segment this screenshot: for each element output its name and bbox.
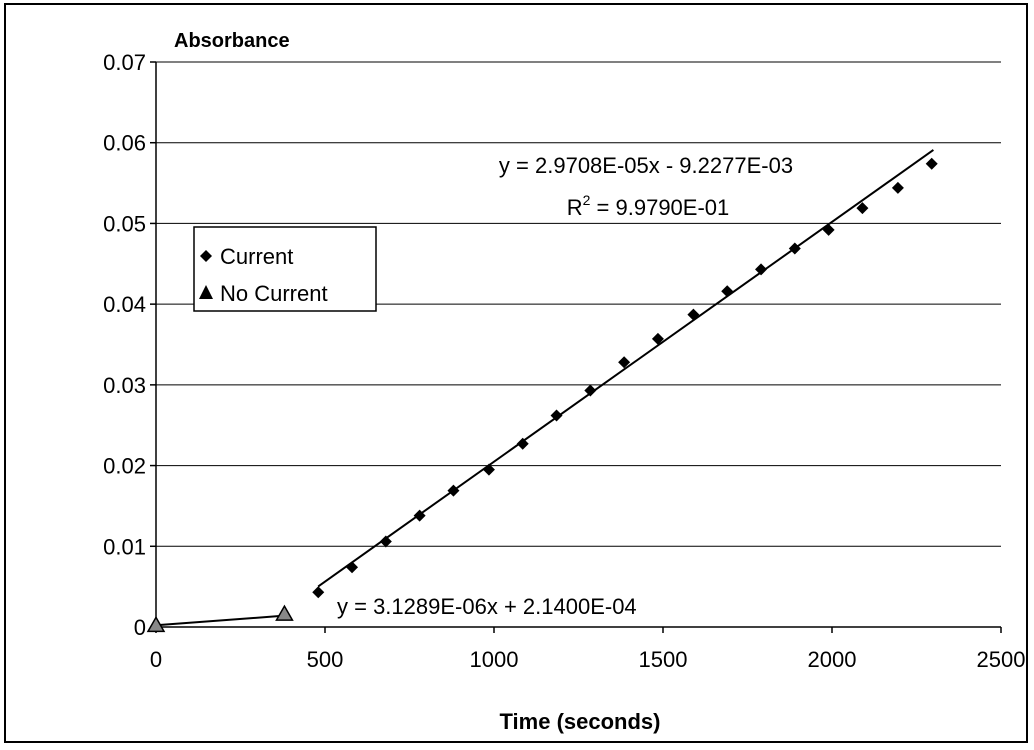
current-data-point (651, 332, 664, 345)
x-tick-label: 1500 (639, 647, 688, 672)
y-tick-label: 0.01 (103, 534, 146, 559)
no-current-data-point (146, 615, 166, 633)
x-tick-label: 500 (307, 647, 344, 672)
x-tick-label: 0 (150, 647, 162, 672)
y-tick-label: 0.03 (103, 373, 146, 398)
current-data-point (822, 223, 835, 236)
x-tick-label: 1000 (470, 647, 519, 672)
current-data-point (447, 484, 460, 497)
no-current-trendline-equation: y = 3.1289E-06x + 2.1400E-04 (337, 594, 637, 619)
current-data-point (482, 463, 495, 476)
x-tick-labels: 0 500 1000 1500 2000 2500 (150, 647, 1026, 672)
y-tick-label: 0.02 (103, 454, 146, 479)
current-data-point (550, 409, 563, 422)
legend: Current No Current (193, 226, 377, 312)
chart-frame: 0 0.01 0.02 0.03 0.04 0.05 0.06 0.07 0 500 1000 15… (4, 3, 1028, 743)
current-data-point (516, 437, 529, 450)
trendlines (155, 149, 934, 627)
current-data-point (379, 535, 392, 548)
legend-box (193, 226, 377, 312)
x-tick-label: 2000 (808, 647, 857, 672)
current-data-point (856, 202, 869, 215)
legend-label-current: Current (220, 244, 293, 269)
current-data-point (788, 242, 801, 255)
x-axis-label: Time (seconds) (500, 709, 661, 734)
legend-diamond-marker (200, 250, 212, 262)
scatter-chart: 0 0.01 0.02 0.03 0.04 0.05 0.06 0.07 0 500 1000 15… (103, 30, 1026, 734)
x-tick-label: 2500 (977, 647, 1026, 672)
current-data-point (891, 181, 904, 194)
data-points (146, 157, 938, 633)
y-tick-labels: 0 0.01 0.02 0.03 0.04 0.05 0.06 0.07 (103, 50, 146, 640)
current-data-point (346, 561, 359, 574)
legend-triangle-marker (199, 285, 213, 299)
y-tick-label: 0 (134, 615, 146, 640)
current-trendline-equation: y = 2.9708E-05x - 9.2277E-03 (499, 153, 793, 178)
r2-superscript: 2 (583, 192, 591, 208)
current-trendline-r2: R2 = 9.9790E-01 (567, 192, 730, 220)
y-tick-label: 0.04 (103, 292, 146, 317)
y-tick-label: 0.07 (103, 50, 146, 75)
axes (150, 61, 1002, 633)
current-data-point (721, 285, 734, 298)
trendline-no-current (155, 614, 285, 627)
y-axis-label: Absorbance (174, 30, 290, 52)
r2-letter: R (567, 195, 583, 220)
no-current-data-point (275, 604, 294, 621)
y-tick-label: 0.06 (103, 131, 146, 156)
legend-label-no-current: No Current (220, 281, 328, 306)
current-data-point (755, 263, 768, 276)
current-data-point (312, 586, 325, 599)
r2-value: = 9.9790E-01 (590, 195, 729, 220)
current-data-point (618, 356, 631, 369)
y-tick-label: 0.05 (103, 211, 146, 236)
current-data-point (687, 308, 700, 321)
current-data-point (584, 384, 597, 397)
current-data-point (925, 157, 938, 170)
